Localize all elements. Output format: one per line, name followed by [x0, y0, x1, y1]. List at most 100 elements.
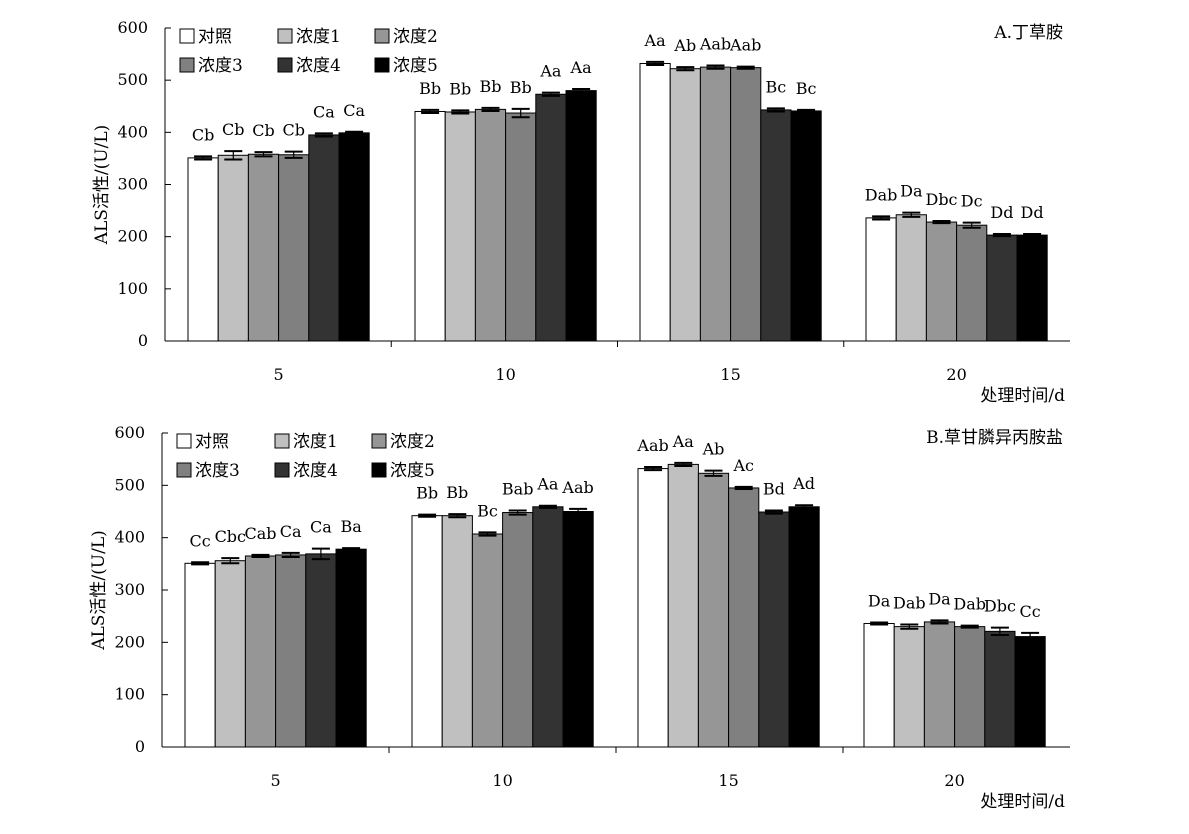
y-tick-label: 0: [135, 737, 145, 756]
y-tick-label: 0: [138, 331, 148, 350]
bar: [865, 217, 897, 342]
error-bar: [795, 504, 814, 510]
bar: [863, 622, 895, 748]
error-bar: [281, 551, 300, 559]
significance-label: Ac: [732, 456, 754, 475]
bar: [893, 626, 925, 748]
legend-label: 浓度5: [393, 56, 438, 76]
x-tick-label: 10: [492, 771, 512, 790]
x-axis-label: 处理时间/d: [980, 386, 1065, 406]
legend-swatch: [371, 462, 387, 478]
bar: [986, 234, 1018, 342]
panel-title: A.丁草胺: [993, 23, 1063, 43]
bar: [217, 154, 249, 342]
significance-label: Bc: [796, 79, 817, 98]
legend: 对照 浓度1 浓度2 浓度3 浓度4 浓度5: [179, 27, 438, 76]
error-bar: [646, 60, 665, 67]
x-tick-label: 20: [944, 771, 964, 790]
significance-label: Bb: [419, 79, 441, 98]
significance-label: Da: [900, 182, 923, 201]
legend-swatch: [176, 433, 192, 449]
bar: [411, 515, 443, 748]
significance-label: Bc: [766, 77, 787, 96]
legend-swatch: [374, 28, 390, 44]
y-tick-label: 200: [114, 632, 145, 651]
legend-label: 浓度4: [296, 56, 341, 76]
significance-label: Ca: [313, 102, 335, 121]
significance-label: Cc: [1019, 602, 1040, 621]
significance-label: Bb: [510, 78, 532, 97]
bar: [956, 224, 988, 342]
y-tick-label: 500: [117, 70, 148, 89]
bar: [728, 487, 760, 748]
error-bar: [644, 466, 663, 472]
error-bar: [342, 547, 361, 552]
error-bar: [421, 108, 440, 115]
bar: [474, 108, 507, 342]
significance-label: Ca: [310, 518, 332, 537]
bar: [925, 221, 958, 342]
series-0: Cb Bb Aa Dab: [187, 31, 898, 342]
y-tick-label: 200: [117, 227, 148, 246]
bar: [275, 554, 307, 748]
bar: [441, 515, 473, 748]
bar: [414, 110, 446, 342]
x-tick-label: 15: [720, 365, 740, 384]
error-bar: [191, 561, 210, 566]
bar: [562, 511, 594, 748]
significance-label: Cc: [189, 531, 210, 550]
error-bar: [764, 509, 783, 515]
bar: [308, 134, 340, 342]
panel-title: B.草甘膦异丙胺盐: [926, 428, 1063, 448]
significance-label: Aab: [561, 478, 593, 497]
error-bar: [736, 65, 755, 70]
y-tick-label: 400: [117, 122, 148, 141]
legend-label: 浓度5: [390, 461, 435, 481]
series-2: Cab Bc Ab Da: [244, 440, 956, 748]
series-5: Ba Aab Ad Cc: [335, 474, 1046, 748]
significance-label: Aab: [699, 35, 731, 54]
bar: [669, 68, 701, 342]
significance-label: Dd: [1021, 203, 1044, 222]
significance-label: Ab: [702, 440, 725, 459]
legend-swatch: [179, 28, 195, 44]
significance-label: Dab: [865, 185, 898, 204]
error-bar: [538, 504, 557, 509]
error-bar: [1023, 233, 1042, 238]
bar: [187, 157, 219, 342]
significance-label: Bb: [480, 77, 502, 96]
bar: [532, 506, 564, 748]
significance-label: Bb: [446, 483, 468, 502]
bar: [244, 555, 277, 748]
legend-item: 浓度5: [371, 461, 435, 481]
error-bar: [224, 150, 243, 161]
bar: [760, 109, 792, 342]
legend-swatch: [277, 28, 293, 44]
significance-label: Aa: [536, 475, 559, 494]
significance-label: Bc: [477, 501, 498, 520]
error-bar: [992, 233, 1011, 238]
error-bar: [251, 553, 270, 559]
legend-item: 浓度2: [374, 27, 438, 47]
error-bar: [284, 150, 303, 159]
chart-panel-a: 0 100 200 300 400 500 600 5 10 15 20 Cb Bb Aa Dab Cb Bb A…: [92, 18, 1070, 406]
legend-swatch: [179, 57, 195, 73]
legend-label: 浓度1: [296, 27, 341, 47]
error-bar: [511, 107, 530, 119]
significance-label: Ad: [792, 474, 815, 493]
chart-panel-b: 0 100 200 300 400 500 600 5 10 15 20 Cc Bb Aab Da Cbc Bb…: [89, 423, 1070, 812]
legend-label: 浓度3: [198, 56, 243, 76]
bar: [444, 111, 476, 342]
significance-label: Aa: [570, 58, 593, 77]
significance-label: Cbc: [215, 527, 246, 546]
bar: [697, 472, 730, 748]
error-bar: [674, 461, 693, 467]
legend-swatch: [274, 433, 290, 449]
significance-label: Dbc: [984, 597, 1016, 616]
error-bar: [930, 619, 949, 625]
error-bar: [932, 220, 951, 225]
legend-item: 浓度2: [371, 432, 435, 452]
x-tick-label: 5: [271, 771, 281, 790]
bar: [565, 90, 597, 342]
error-bar: [541, 91, 560, 97]
